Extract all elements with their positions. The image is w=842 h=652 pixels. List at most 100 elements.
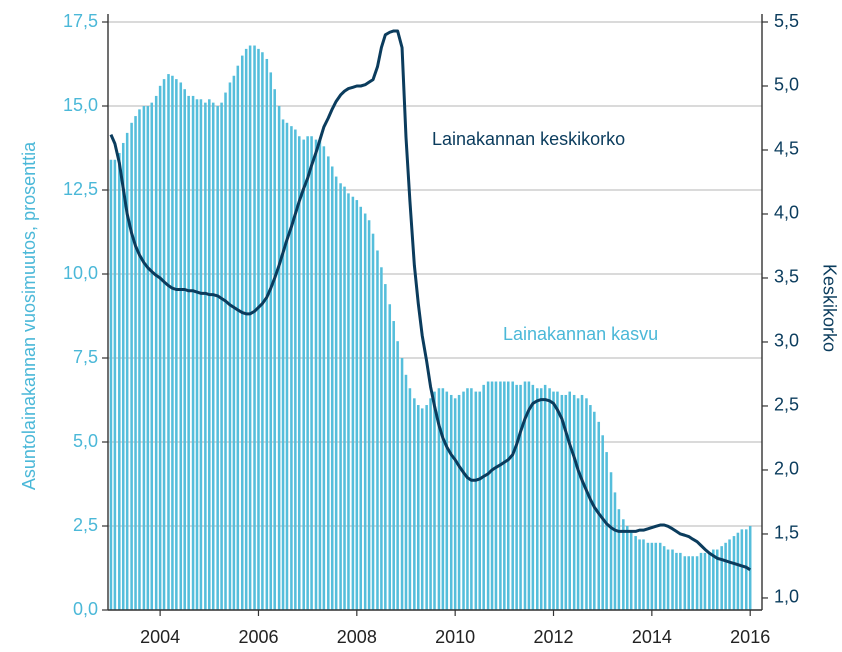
bar-annotation: Lainakannan kasvu [503,324,658,344]
bar [318,139,322,610]
bar [183,89,186,610]
y2-tick-label: 3,0 [774,331,799,351]
y2-tick-label: 4,0 [774,203,799,223]
bar [662,546,666,610]
bar [208,99,211,610]
bar [265,58,269,610]
bar [175,79,178,611]
bar [474,391,478,610]
bar [306,136,309,611]
bar [355,200,359,610]
y2-tick-label: 2,0 [774,459,799,479]
y-tick-label: 10,0 [63,263,98,283]
bar [322,146,326,610]
bar [162,79,166,611]
bar [666,549,670,610]
bar [281,119,285,610]
bar [712,549,715,610]
bar [420,408,424,610]
bar [466,388,469,610]
bar [744,529,748,610]
bar [589,405,592,610]
bar [564,394,568,610]
bar [691,556,694,610]
bar [376,250,379,611]
bar [224,92,227,610]
bar [236,65,240,611]
bar [158,85,162,611]
bar [232,75,236,610]
bar [179,82,183,611]
bar [732,536,736,610]
bar [486,381,490,610]
x-tick-label: 2014 [632,627,672,647]
bar [728,539,731,610]
bar [216,106,219,610]
bar [425,405,428,610]
bar [121,142,125,610]
y2-axis-label: Keskikorko [819,264,839,352]
bar [457,394,461,610]
bar [191,95,195,611]
x-tick-label: 2016 [730,627,770,647]
bar [371,233,375,610]
bar [171,75,174,610]
bar [617,509,621,610]
y2-tick-label: 5,5 [774,11,799,31]
bar [290,126,293,610]
bar [511,381,514,610]
bar [343,186,346,610]
bar [253,45,256,610]
bar [400,358,404,610]
bar [613,492,617,610]
bar [675,552,678,610]
bar [413,398,416,610]
bar [285,122,289,611]
y-tick-label: 15,0 [63,95,98,115]
bar [576,398,580,610]
bar [134,116,137,610]
bar [625,526,629,610]
x-tick-label: 2012 [533,627,573,647]
bar [695,556,699,610]
bar [330,166,334,611]
line-annotation: Lainakannan keskikorko [432,129,625,149]
bar [724,542,727,610]
bar [601,435,604,610]
bar [605,452,608,610]
bar [150,102,154,610]
bar [240,55,244,611]
y-tick-label: 2,5 [73,515,98,535]
bar [314,139,318,610]
bar [404,374,408,610]
bar [294,129,297,610]
bar [187,95,190,611]
bar [429,398,432,610]
bar [531,384,535,610]
bar [142,106,146,610]
y2-tick-label: 1,5 [774,523,799,543]
bar [257,48,260,610]
bar [580,394,584,610]
y2-tick-label: 1,0 [774,587,799,607]
bar [671,549,674,610]
bar [277,106,281,610]
bar [363,213,367,610]
bar [359,206,363,611]
bar [392,321,395,610]
bar [720,546,723,610]
y2-tick-label: 4,5 [774,139,799,159]
bar [220,102,223,610]
bar [462,391,465,610]
x-tick-label: 2008 [337,627,377,647]
bar [658,542,662,610]
bar [654,542,658,610]
y-tick-label: 0,0 [73,599,98,619]
bar [118,153,121,611]
bar [248,45,252,610]
bar [384,284,387,610]
bar [269,72,273,610]
x-tick-label: 2010 [435,627,475,647]
bar [437,388,441,610]
bar [199,99,203,610]
